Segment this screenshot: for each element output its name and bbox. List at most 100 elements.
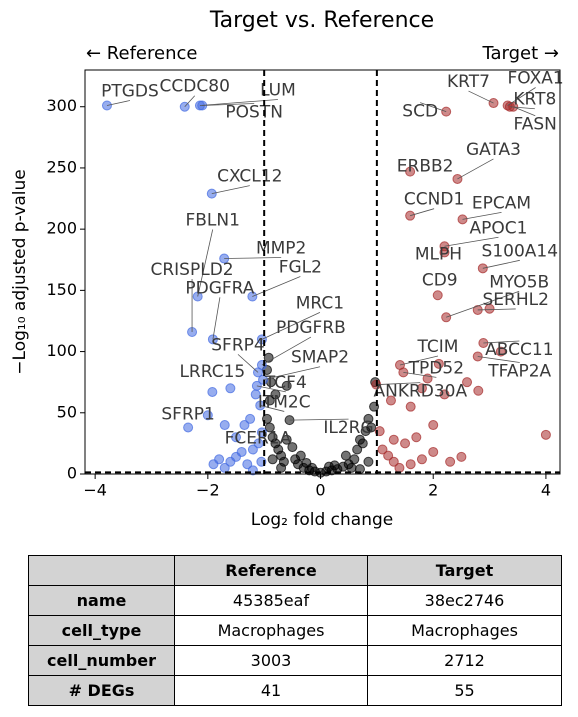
row-label: cell_number <box>28 645 175 676</box>
left-annotation: ← Reference <box>86 43 197 64</box>
point <box>231 432 242 443</box>
point <box>225 383 236 394</box>
point-label: CXCL12 <box>217 167 282 187</box>
point <box>428 420 439 431</box>
x-tick-label: 4 <box>541 481 551 500</box>
chart-title: Target vs. Reference <box>209 8 434 33</box>
point <box>495 346 506 357</box>
table-cell: Macrophages <box>174 615 368 646</box>
point <box>416 454 427 465</box>
table-cell: 38ec2746 <box>367 585 562 616</box>
table-cell: 55 <box>367 675 562 706</box>
point <box>247 465 258 476</box>
point <box>400 438 411 449</box>
point-label: IL2RG <box>323 418 373 438</box>
label-connector <box>444 236 499 247</box>
point-label: CCDC80 <box>160 77 230 97</box>
label-connector <box>261 336 312 366</box>
point <box>385 395 396 406</box>
row-label: name <box>28 585 175 616</box>
point-label: PTGDS <box>101 82 159 102</box>
point <box>236 446 247 457</box>
point <box>239 420 250 431</box>
label-connector <box>410 208 435 217</box>
point-label: TCIM <box>416 337 458 357</box>
point <box>340 450 351 461</box>
point-label: KRT7 <box>447 72 490 92</box>
point <box>264 395 275 406</box>
point-label: MRC1 <box>296 293 344 313</box>
point <box>242 459 253 470</box>
point <box>281 434 292 445</box>
point-label: ABCC11 <box>485 340 553 360</box>
point <box>247 444 258 455</box>
point-label: CCND1 <box>404 190 464 210</box>
point <box>208 459 219 470</box>
point <box>377 444 388 455</box>
row-label: # DEGs <box>28 675 175 706</box>
point <box>281 380 292 391</box>
point-label: ANKRD30A <box>373 382 467 402</box>
label-connector <box>403 371 437 378</box>
point <box>346 462 357 473</box>
point-label: FBLN1 <box>185 210 239 230</box>
table-header: Reference <box>174 555 368 586</box>
point-label: CRISPLD2 <box>150 260 233 280</box>
table-cell: Macrophages <box>367 615 562 646</box>
label-connector <box>462 211 502 220</box>
x-tick-label: 0 <box>315 481 325 500</box>
point <box>439 389 450 400</box>
point-label: SMAP2 <box>291 348 349 368</box>
point-label: PDGFRB <box>276 318 346 338</box>
point <box>245 413 256 424</box>
point-label: FCER1A <box>225 428 292 448</box>
label-connector <box>256 385 286 393</box>
point-label: TFAP2A <box>487 361 551 381</box>
label-connector <box>457 158 494 180</box>
point-label: ERBB2 <box>397 157 454 177</box>
point <box>276 462 287 473</box>
table-cell: 2712 <box>367 645 562 676</box>
point <box>202 410 213 421</box>
x-tick-label: 2 <box>428 481 438 500</box>
y-tick-label: 100 <box>46 341 77 360</box>
point <box>432 290 443 301</box>
point-label: LUM <box>260 81 296 101</box>
label-connector <box>202 103 255 106</box>
point <box>207 386 218 397</box>
point <box>219 462 230 473</box>
point <box>366 422 377 433</box>
point-label: SFRP4 <box>211 335 264 355</box>
label-connector <box>184 95 196 107</box>
table-corner <box>28 555 175 586</box>
point-label: S100A14 <box>482 241 559 261</box>
point-label: PDGFRA <box>185 278 254 298</box>
point-label: KRT8 <box>513 90 556 110</box>
point-label: SERHL2 <box>483 290 549 310</box>
label-connector <box>289 418 349 421</box>
chart: Target vs. Reference ← Reference Target … <box>10 8 564 530</box>
label-connector <box>252 276 301 297</box>
point <box>388 434 399 445</box>
point <box>411 432 422 443</box>
point-label: APOC1 <box>470 218 528 238</box>
point <box>439 247 450 258</box>
label-connector <box>477 308 516 311</box>
point <box>456 451 467 462</box>
point-label: EPCAM <box>472 193 531 213</box>
point <box>363 456 374 467</box>
y-tick-label: 200 <box>46 219 77 238</box>
label-connector <box>260 405 285 412</box>
point <box>307 462 318 473</box>
label-connector <box>237 354 259 373</box>
point <box>295 450 306 461</box>
label-connector <box>376 382 421 386</box>
y-tick-label: 0 <box>67 464 77 483</box>
point <box>484 303 495 314</box>
label-connector <box>477 356 520 363</box>
label-connector <box>513 106 536 117</box>
row-label: cell_type <box>28 615 175 646</box>
point-label: SFRP1 <box>161 404 214 424</box>
point <box>287 442 298 453</box>
point-label: TPD52 <box>408 358 464 378</box>
